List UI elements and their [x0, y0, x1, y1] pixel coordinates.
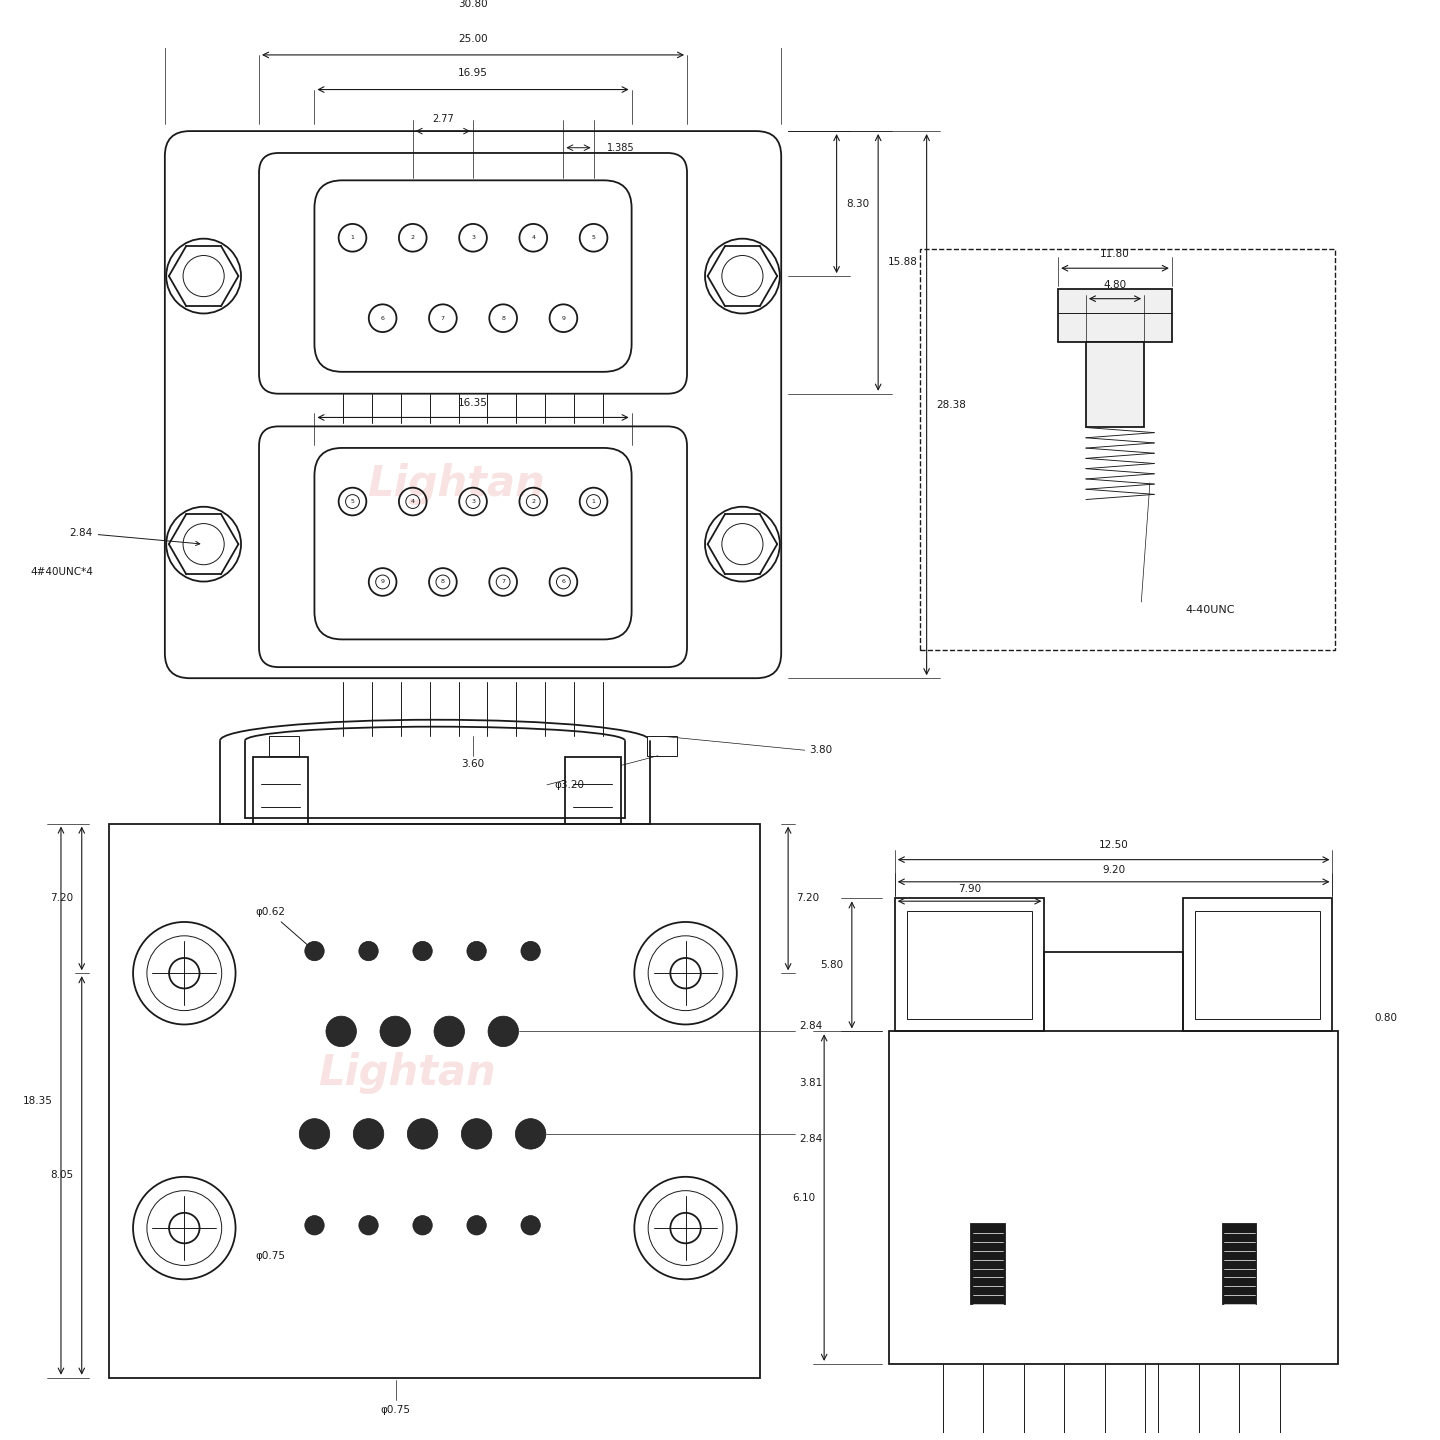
Text: 1: 1 — [350, 235, 354, 240]
Text: 2.84: 2.84 — [799, 1021, 822, 1031]
Circle shape — [488, 1017, 518, 1047]
Text: Lightan: Lightan — [318, 1053, 497, 1094]
Bar — [647, 736, 677, 756]
Text: 2.77: 2.77 — [432, 114, 454, 124]
Circle shape — [413, 942, 432, 960]
Text: 5: 5 — [350, 500, 354, 504]
Text: 18.35: 18.35 — [23, 1096, 53, 1106]
Text: 15.88: 15.88 — [888, 258, 917, 268]
Text: 3.80: 3.80 — [809, 746, 832, 755]
Text: 6.10: 6.10 — [792, 1192, 816, 1202]
Bar — [972, 1224, 1005, 1305]
Text: 7.20: 7.20 — [50, 893, 73, 903]
Text: 30.80: 30.80 — [458, 0, 488, 9]
Circle shape — [433, 1017, 465, 1047]
Circle shape — [353, 1119, 384, 1149]
Text: 6: 6 — [562, 579, 566, 585]
Text: 4-40UNC: 4-40UNC — [1185, 605, 1236, 615]
Circle shape — [300, 1119, 330, 1149]
Circle shape — [359, 942, 379, 960]
Bar — [1195, 912, 1320, 1020]
Circle shape — [467, 942, 487, 960]
Text: 7.90: 7.90 — [958, 884, 981, 894]
Circle shape — [380, 1017, 410, 1047]
Circle shape — [413, 1215, 432, 1236]
Text: 7: 7 — [441, 315, 445, 321]
Text: 0.80: 0.80 — [1374, 1012, 1397, 1022]
Bar — [920, 249, 1335, 651]
Bar — [1223, 1224, 1256, 1305]
Circle shape — [521, 942, 540, 960]
Text: 4.80: 4.80 — [1103, 281, 1126, 291]
Text: 5.80: 5.80 — [821, 960, 844, 971]
Text: φ0.62: φ0.62 — [255, 907, 311, 949]
Text: 8.30: 8.30 — [847, 199, 870, 209]
Text: 3.60: 3.60 — [461, 759, 485, 769]
Circle shape — [359, 1215, 379, 1236]
Bar — [1086, 341, 1145, 428]
Text: 2.84: 2.84 — [799, 1135, 822, 1145]
Text: 6: 6 — [380, 315, 384, 321]
Text: 2.84: 2.84 — [69, 528, 200, 546]
Bar — [1058, 289, 1172, 341]
Text: φ3.20: φ3.20 — [554, 780, 583, 791]
Text: 3: 3 — [471, 500, 475, 504]
Bar — [252, 757, 308, 824]
Text: 4: 4 — [531, 235, 536, 240]
Text: 8: 8 — [501, 315, 505, 321]
Text: 3: 3 — [471, 235, 475, 240]
Text: 7.20: 7.20 — [796, 893, 819, 903]
Text: 9.20: 9.20 — [1102, 865, 1125, 876]
Circle shape — [461, 1119, 492, 1149]
Text: 25.00: 25.00 — [458, 33, 488, 43]
Bar — [890, 1031, 1338, 1364]
Circle shape — [521, 1215, 540, 1236]
Text: 16.35: 16.35 — [458, 397, 488, 408]
Text: 3.81: 3.81 — [799, 1077, 822, 1087]
Circle shape — [467, 1215, 487, 1236]
Bar — [109, 824, 760, 1378]
Bar — [1182, 899, 1332, 1031]
Text: 9: 9 — [562, 315, 566, 321]
Bar — [907, 912, 1032, 1020]
Text: 7: 7 — [501, 579, 505, 585]
Text: 11.80: 11.80 — [1100, 249, 1130, 259]
Text: 1.385: 1.385 — [608, 143, 635, 153]
Bar — [894, 899, 1044, 1031]
Text: 8: 8 — [441, 579, 445, 585]
Text: 28.38: 28.38 — [936, 400, 966, 409]
Bar — [564, 757, 621, 824]
Circle shape — [325, 1017, 357, 1047]
Text: 5: 5 — [592, 235, 596, 240]
Text: Lightan: Lightan — [367, 464, 544, 505]
Circle shape — [516, 1119, 546, 1149]
Text: 12.50: 12.50 — [1099, 840, 1129, 850]
Text: 1: 1 — [592, 500, 596, 504]
Text: 2: 2 — [410, 235, 415, 240]
Text: 8.05: 8.05 — [50, 1171, 73, 1181]
Bar — [269, 736, 300, 756]
Text: 4: 4 — [410, 500, 415, 504]
Text: 9: 9 — [380, 579, 384, 585]
Text: φ0.75: φ0.75 — [255, 1251, 285, 1261]
Text: 2: 2 — [531, 500, 536, 504]
Circle shape — [305, 942, 324, 960]
Text: 4#40UNC*4: 4#40UNC*4 — [30, 567, 92, 577]
Circle shape — [408, 1119, 438, 1149]
Text: 16.95: 16.95 — [458, 69, 488, 78]
Text: φ0.75: φ0.75 — [380, 1405, 410, 1416]
Circle shape — [305, 1215, 324, 1236]
